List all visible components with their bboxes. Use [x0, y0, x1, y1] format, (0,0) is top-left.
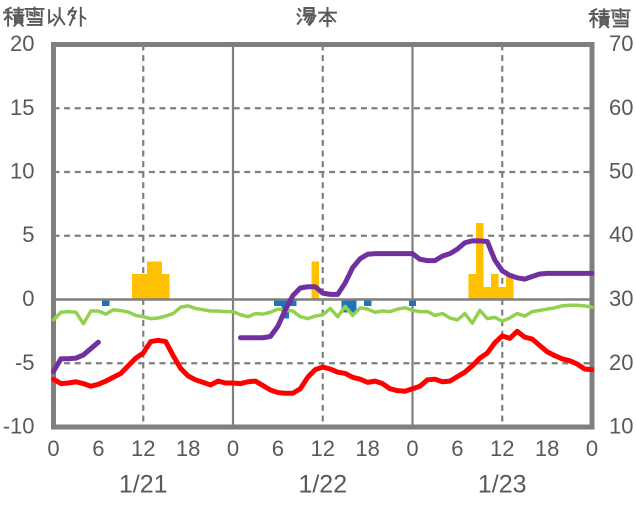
svg-text:5: 5 [22, 222, 34, 247]
svg-text:18: 18 [535, 436, 559, 461]
svg-text:60: 60 [609, 95, 633, 120]
svg-text:1/21: 1/21 [119, 471, 168, 499]
svg-text:6: 6 [451, 436, 463, 461]
svg-text:50: 50 [609, 159, 633, 184]
svg-text:6: 6 [92, 436, 104, 461]
svg-text:12: 12 [490, 436, 514, 461]
svg-text:12: 12 [131, 436, 155, 461]
svg-text:20: 20 [10, 31, 34, 56]
svg-text:18: 18 [176, 436, 200, 461]
svg-text:0: 0 [47, 436, 59, 461]
svg-text:70: 70 [609, 31, 633, 56]
svg-text:0: 0 [586, 436, 598, 461]
svg-text:18: 18 [355, 436, 379, 461]
svg-text:40: 40 [609, 222, 633, 247]
svg-text:0: 0 [22, 286, 34, 311]
svg-text:10: 10 [609, 414, 633, 439]
svg-text:10: 10 [10, 159, 34, 184]
svg-text:12: 12 [311, 436, 335, 461]
svg-text:1/22: 1/22 [298, 471, 347, 499]
svg-text:0: 0 [227, 436, 239, 461]
svg-text:15: 15 [10, 95, 34, 120]
svg-text:30: 30 [609, 286, 633, 311]
svg-text:6: 6 [272, 436, 284, 461]
svg-text:1/23: 1/23 [478, 471, 527, 499]
svg-text:0: 0 [406, 436, 418, 461]
svg-text:-5: -5 [15, 350, 35, 375]
svg-text:-10: -10 [3, 414, 35, 439]
svg-text:20: 20 [609, 350, 633, 375]
